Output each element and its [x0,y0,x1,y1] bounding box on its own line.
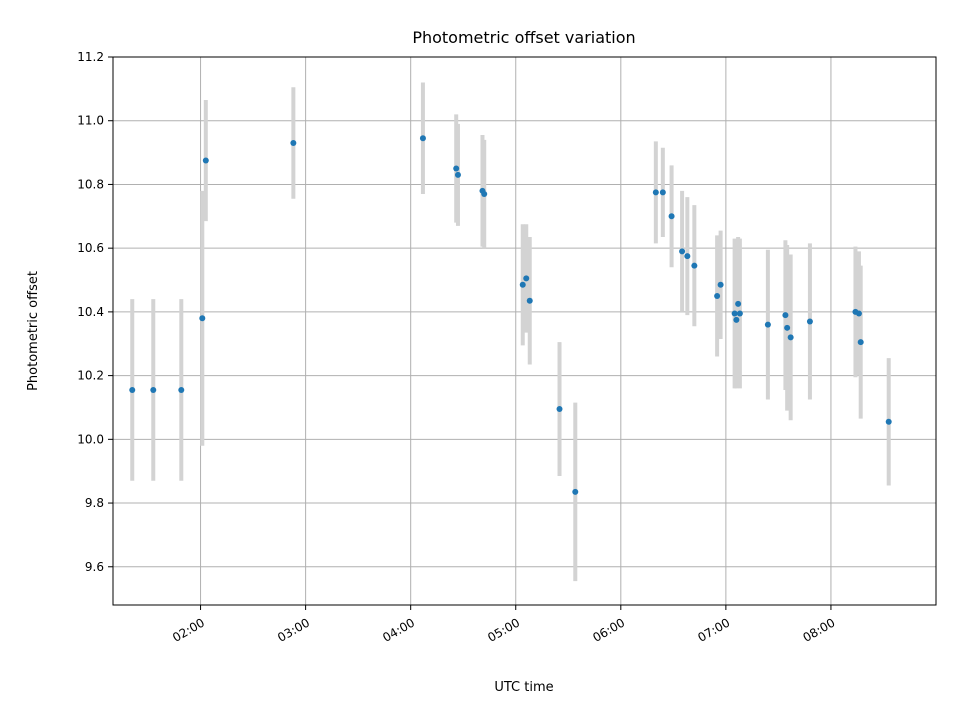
chart-title: Photometric offset variation [412,28,635,47]
y-tick-label: 11.0 [77,114,104,128]
y-tick-label: 9.8 [85,496,104,510]
data-point [717,281,724,288]
data-point [736,310,743,317]
y-axis-label: Photometric offset [26,271,41,391]
data-point [519,281,526,288]
data-points [129,135,892,495]
x-axis-label: UTC time [494,680,553,695]
data-point [782,312,789,319]
y-tick-label: 10.6 [77,241,104,255]
data-point [733,316,740,323]
y-tick-label: 10.8 [77,177,104,191]
data-point [806,318,813,325]
y-tick-label: 10.2 [77,369,104,383]
data-point [202,157,209,164]
y-tick-label: 9.6 [85,560,104,574]
x-tick-label: 02:00 [170,615,207,644]
data-point [684,253,691,260]
data-point [668,213,675,220]
data-point [652,189,659,196]
data-point [731,310,738,317]
data-point [659,189,666,196]
x-tick-label: 04:00 [380,615,417,644]
x-axis-ticks: 02:00 03:00 04:00 05:00 06:00 07:00 08:00 [170,605,837,645]
x-tick-label: 08:00 [800,615,837,644]
data-point [150,386,157,393]
data-point [691,262,698,269]
data-point [178,386,185,393]
data-point [572,488,579,495]
data-point [290,140,297,147]
data-point [885,418,892,425]
data-point [419,135,426,142]
y-axis-ticks: 9.6 9.8 10.0 10.2 10.4 10.6 10.8 11.0 11.2 [77,50,113,574]
data-point [454,171,461,178]
data-point [481,191,488,197]
data-point [764,321,771,328]
y-tick-label: 11.2 [77,50,104,64]
x-tick-label: 05:00 [485,615,522,644]
data-point [453,165,460,172]
data-point [714,292,721,299]
data-point [787,334,794,341]
data-point [784,324,791,331]
x-tick-label: 06:00 [590,615,627,644]
data-point [556,406,563,413]
data-point [679,248,686,255]
data-point [523,275,530,282]
y-tick-label: 10.0 [77,432,104,446]
data-point [735,300,742,307]
error-bars [130,82,891,582]
y-tick-label: 10.4 [77,305,104,319]
data-point [526,297,533,304]
x-tick-label: 03:00 [275,615,312,644]
plot-area-frame [112,56,937,606]
x-tick-label: 07:00 [695,615,732,644]
data-point [855,310,862,317]
data-point [129,386,136,393]
data-point [199,315,206,322]
data-point [857,339,864,346]
